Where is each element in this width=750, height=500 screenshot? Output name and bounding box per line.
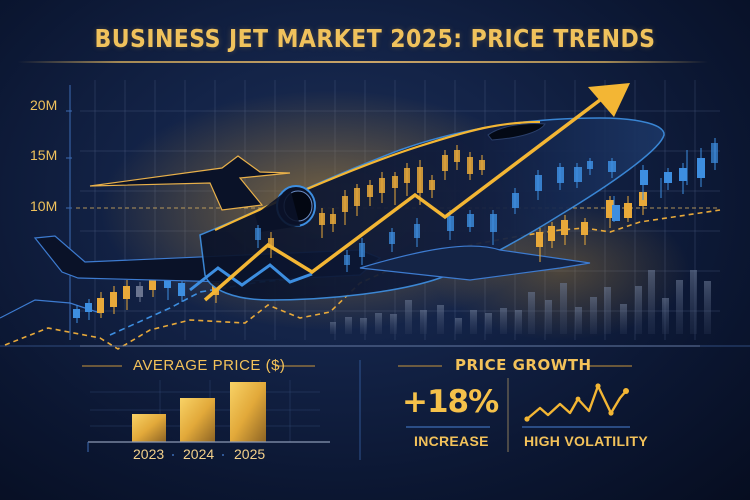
year-label-2025: 2025 [234,446,266,462]
gold-trend-line [203,98,602,302]
title-divider [18,61,708,63]
bar-2025 [230,382,266,442]
bar-2023 [132,414,166,442]
candlesticks-right [536,138,718,262]
volatility-label: HIGH VOLATILITY [524,433,649,449]
blue-price-line [189,263,313,292]
y-tick-15m: 15M [30,147,58,163]
growth-percentage: +18% [402,384,499,420]
y-tick-10m: 10M [30,198,58,214]
trend-arrow-head [588,83,630,117]
y-tick-20m: 20M [30,97,58,113]
price-growth-title: PRICE GROWTH [455,356,592,374]
volume-bars [330,270,711,334]
volatility-line-icon [524,383,629,422]
page-title: BUSINESS JET MARKET 2025: PRICE TRENDS [94,24,656,53]
avg-price-bars [132,382,266,442]
year-label-2024: 2024 [183,446,215,462]
increase-label: INCREASE [414,433,489,449]
bar-2024 [180,398,215,442]
avg-price-title: AVERAGE PRICE ($) [133,357,286,374]
year-label-2023: 2023 [133,446,165,462]
